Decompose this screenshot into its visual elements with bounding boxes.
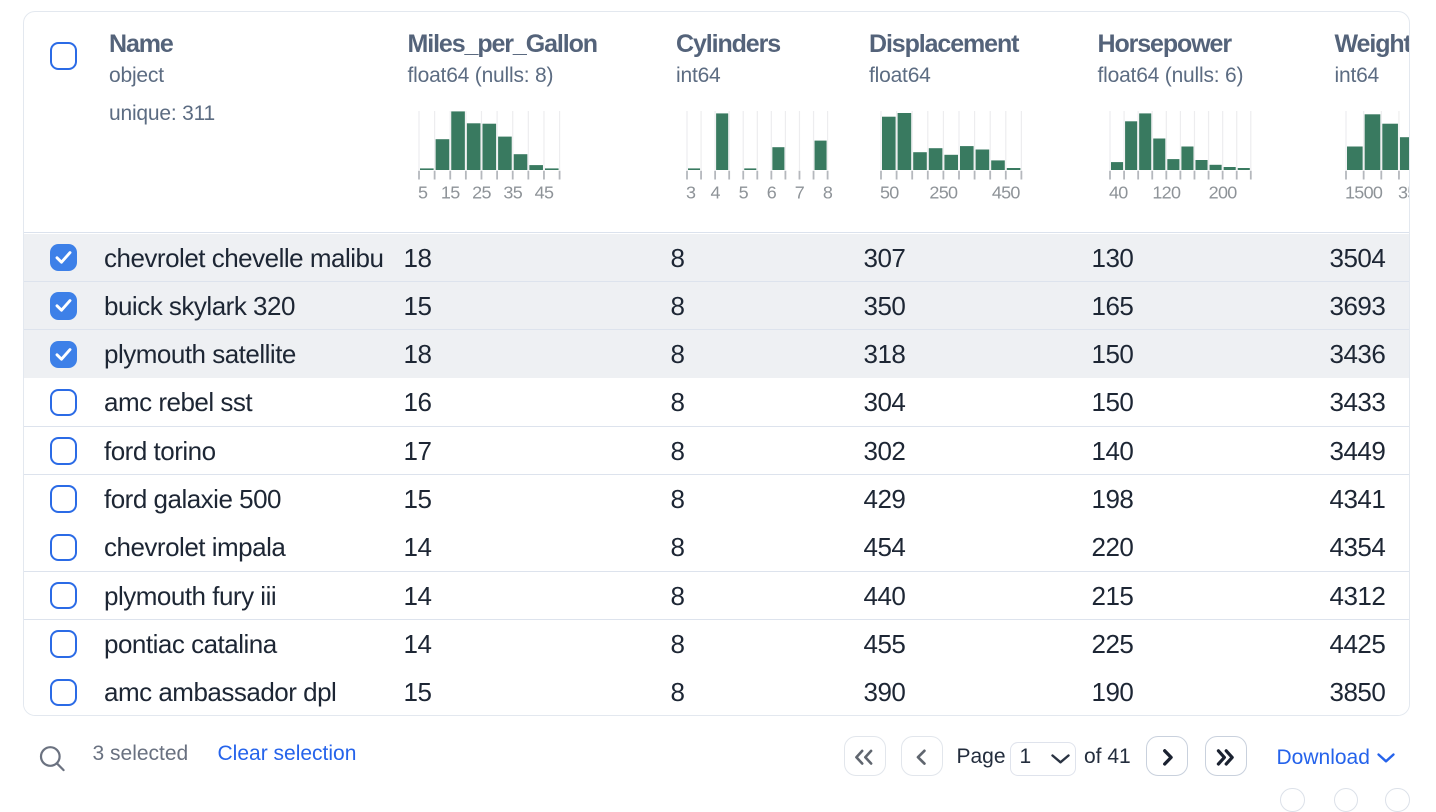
svg-text:7: 7 bbox=[795, 183, 805, 203]
svg-text:35: 35 bbox=[503, 183, 522, 203]
svg-text:120: 120 bbox=[1152, 183, 1181, 203]
svg-text:3: 3 bbox=[686, 183, 696, 203]
svg-text:40: 40 bbox=[1109, 183, 1128, 203]
svg-text:45: 45 bbox=[534, 183, 553, 203]
svg-text:3500: 3500 bbox=[1398, 183, 1410, 203]
svg-text:6: 6 bbox=[767, 183, 777, 203]
svg-text:50: 50 bbox=[880, 183, 899, 203]
svg-text:8: 8 bbox=[823, 183, 833, 203]
svg-text:5: 5 bbox=[418, 183, 428, 203]
svg-text:25: 25 bbox=[472, 183, 491, 203]
svg-text:250: 250 bbox=[929, 183, 958, 203]
svg-text:1500: 1500 bbox=[1345, 183, 1383, 203]
svg-text:15: 15 bbox=[441, 183, 460, 203]
svg-text:200: 200 bbox=[1208, 183, 1237, 203]
svg-text:4: 4 bbox=[711, 183, 721, 203]
svg-text:5: 5 bbox=[739, 183, 749, 203]
svg-text:450: 450 bbox=[992, 183, 1021, 203]
